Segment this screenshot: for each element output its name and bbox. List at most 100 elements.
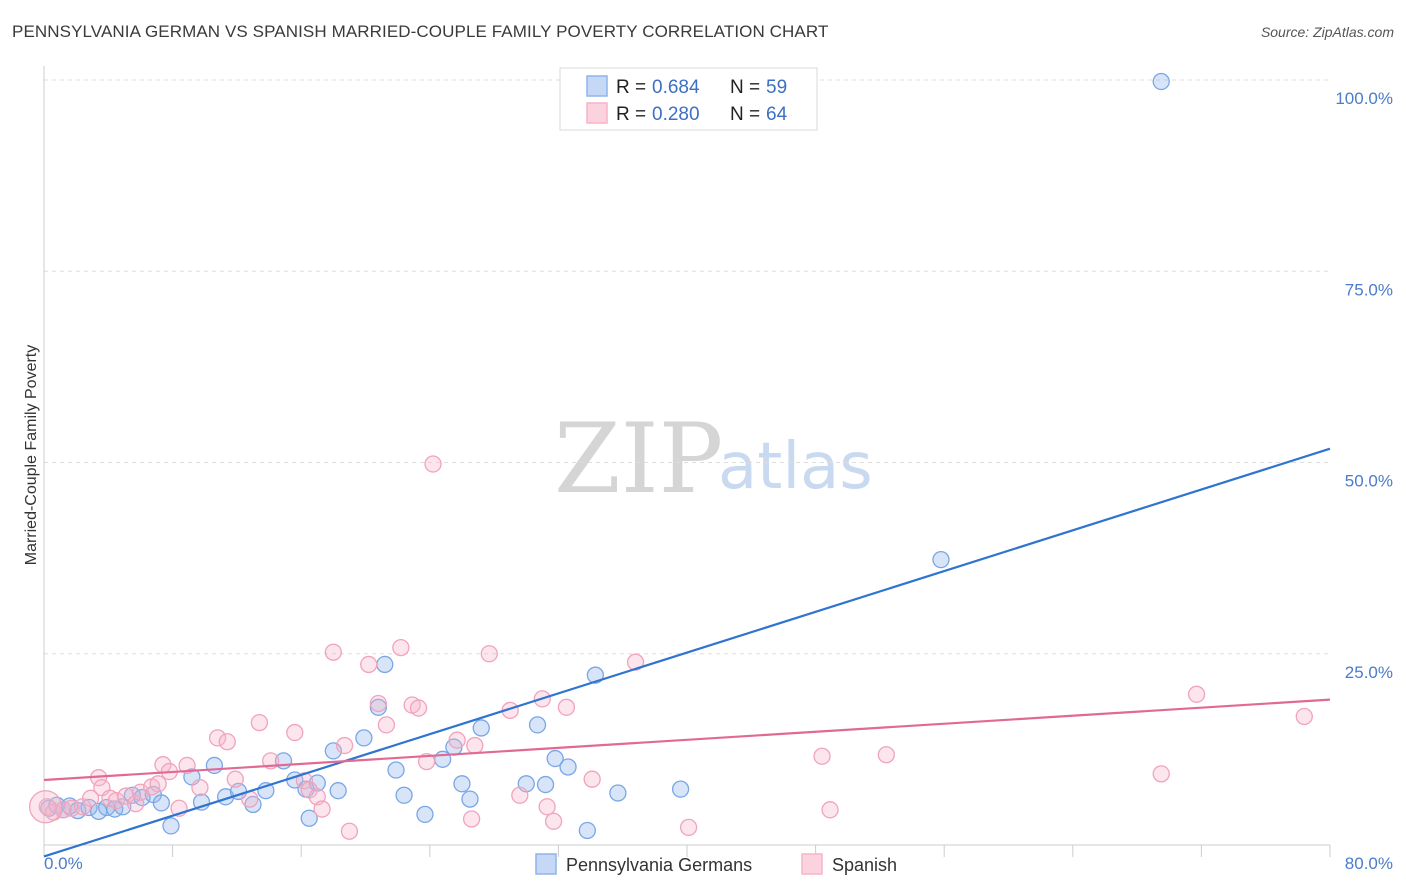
- legend-n-label-1: N =: [730, 77, 760, 98]
- legend-r-value-1: 0.684: [652, 77, 700, 98]
- legend-n-label-2: N =: [730, 104, 760, 125]
- point-pennsylvania-germans-32: [387, 761, 405, 779]
- y-tick-label-75: 75.0%: [1345, 280, 1393, 299]
- x-tick-max: 80.0%: [1345, 854, 1393, 873]
- trend-lines: [43, 447, 1331, 858]
- chart-title: PENNSYLVANIA GERMAN VS SPANISH MARRIED-C…: [12, 22, 829, 41]
- watermark-zip: ZIP: [554, 403, 723, 515]
- legend-n-value-1: 59: [766, 77, 787, 98]
- watermark-atlas: atlas: [718, 430, 873, 504]
- point-pennsylvania-germans-49: [932, 551, 950, 569]
- point-pennsylvania-germans-14: [162, 817, 180, 835]
- point-spanish-43: [462, 810, 481, 828]
- point-pennsylvania-germans-37: [453, 775, 471, 793]
- point-pennsylvania-germans-43: [546, 749, 564, 768]
- y-tick-label-25: 25.0%: [1345, 663, 1393, 682]
- point-spanish-50: [544, 812, 563, 830]
- point-spanish-49: [538, 798, 556, 816]
- point-pennsylvania-germans-17: [205, 756, 224, 775]
- point-spanish-56: [821, 801, 839, 819]
- point-spanish-47: [511, 786, 529, 804]
- point-spanish-57: [877, 746, 895, 764]
- point-pennsylvania-germans-42: [536, 775, 555, 794]
- y-tick-label-100: 100.0%: [1335, 89, 1393, 108]
- point-spanish-31: [324, 643, 343, 661]
- point-pennsylvania-germans-47: [609, 784, 627, 802]
- point-spanish-53: [626, 653, 645, 671]
- trend-line-spanish: [43, 698, 1331, 782]
- point-spanish-27: [295, 772, 314, 790]
- legend-swatch-spanish: [586, 102, 608, 124]
- point-spanish-60: [1295, 707, 1313, 726]
- legend-n-value-2: 64: [766, 104, 788, 125]
- axes: [43, 66, 1331, 857]
- x-tick-min: 0.0%: [44, 854, 83, 873]
- point-spanish-54: [679, 818, 698, 837]
- point-spanish-37: [392, 638, 410, 657]
- y-tick-labels: 25.0% 50.0% 75.0% 100.0%: [1335, 89, 1393, 682]
- point-pennsylvania-germans-46: [586, 666, 605, 684]
- point-spanish-19: [191, 778, 209, 797]
- point-pennsylvania-germans-33: [395, 786, 413, 804]
- point-spanish-26: [286, 723, 304, 742]
- point-spanish-52: [583, 770, 601, 788]
- point-spanish-58: [1152, 765, 1170, 783]
- point-pennsylvania-germans-48: [671, 780, 690, 798]
- point-spanish-42: [448, 731, 466, 749]
- bottom-legend: Pennsylvania Germans Spanish: [535, 853, 897, 875]
- point-spanish-34: [360, 655, 378, 674]
- point-spanish-21: [218, 733, 236, 751]
- point-spanish-36: [377, 716, 396, 734]
- legend-swatch-pennsylvania-germans: [586, 75, 608, 97]
- point-pennsylvania-germans-50: [1152, 72, 1170, 91]
- point-spanish-33: [340, 822, 359, 840]
- trend-line-pennsylvania-germans: [43, 447, 1331, 858]
- legend: R = 0.684 N = 59 R = 0.280 N = 64: [559, 67, 818, 131]
- bottom-legend-spanish: Spanish: [832, 855, 897, 875]
- y-tick-label-50: 50.0%: [1345, 472, 1393, 491]
- point-pennsylvania-germans-39: [472, 719, 490, 737]
- point-pennsylvania-germans-28: [329, 782, 347, 800]
- point-spanish-18: [178, 756, 196, 775]
- bottom-legend-pennsylvania-germans: Pennsylvania Germans: [566, 855, 752, 875]
- point-spanish-59: [1187, 685, 1206, 703]
- point-pennsylvania-germans-41: [528, 716, 547, 734]
- point-spanish-30: [313, 800, 331, 818]
- point-spanish-35: [369, 694, 388, 713]
- grid: [44, 79, 1330, 655]
- legend-r-label-2: R =: [616, 104, 646, 125]
- point-pennsylvania-germans-45: [578, 821, 596, 840]
- point-spanish-9: [107, 791, 125, 810]
- point-spanish-44: [466, 736, 484, 755]
- bottom-legend-swatch-pennsylvania-germans: [535, 853, 557, 875]
- point-pennsylvania-germans-13: [152, 794, 170, 812]
- point-spanish-22: [226, 770, 244, 788]
- point-spanish-55: [813, 747, 831, 765]
- point-pennsylvania-germans-31: [376, 655, 394, 674]
- point-spanish-41: [424, 455, 442, 473]
- point-spanish-39: [409, 699, 428, 717]
- point-pennsylvania-germans-30: [369, 698, 388, 716]
- point-spanish-45: [480, 645, 498, 663]
- point-spanish-large: [28, 790, 63, 824]
- point-spanish-32: [335, 736, 354, 755]
- point-pennsylvania-germans-25: [300, 809, 318, 827]
- point-spanish-20: [208, 729, 227, 747]
- point-spanish-40: [417, 752, 436, 771]
- point-pennsylvania-germans-20: [244, 795, 262, 814]
- point-pennsylvania-germans-29: [355, 729, 373, 747]
- point-pennsylvania-germans-38: [461, 790, 479, 808]
- legend-r-label-1: R =: [616, 77, 646, 98]
- legend-r-value-2: 0.280: [652, 104, 700, 125]
- point-spanish-5: [81, 789, 100, 807]
- point-pennsylvania-germans-34: [416, 805, 434, 824]
- point-spanish-14: [149, 775, 167, 793]
- bottom-legend-swatch-spanish: [801, 853, 823, 875]
- y-axis-label: Married-Couple Family Poverty: [23, 345, 40, 566]
- point-spanish-24: [250, 713, 269, 732]
- source-label: Source: ZipAtlas.com: [1260, 24, 1394, 40]
- point-spanish-51: [557, 698, 576, 716]
- point-pennsylvania-germans-9: [114, 798, 132, 816]
- point-pennsylvania-germans-44: [559, 758, 577, 776]
